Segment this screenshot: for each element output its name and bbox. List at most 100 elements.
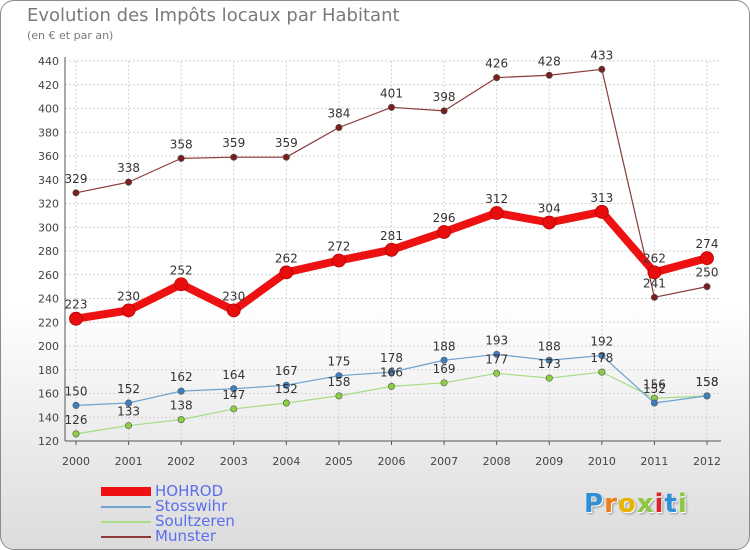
point-hohrod-2004 xyxy=(279,265,294,280)
data-label-stosswihr-2011: 152 xyxy=(643,382,666,396)
data-label-hohrod-2004: 262 xyxy=(275,251,298,265)
legend-label-munster: Munster xyxy=(155,527,217,545)
data-label-stosswihr-2007: 188 xyxy=(433,339,456,353)
x-tick-label-2007: 2007 xyxy=(430,455,458,468)
point-munster-2002 xyxy=(177,154,185,162)
data-label-soultzeren-2007: 169 xyxy=(433,362,456,376)
data-label-munster-2010: 433 xyxy=(590,48,613,62)
point-soultzeren-2003 xyxy=(230,405,238,413)
point-munster-2004 xyxy=(282,153,290,161)
point-soultzeren-2002 xyxy=(177,416,185,424)
data-label-stosswihr-2000: 150 xyxy=(65,384,88,398)
legend-label-stosswihr: Stosswihr xyxy=(155,497,228,515)
y-tick-label-280: 280 xyxy=(38,245,59,258)
y-tick-label-400: 400 xyxy=(38,103,59,116)
x-tick-label-2012: 2012 xyxy=(693,455,721,468)
data-label-stosswihr-2012: 158 xyxy=(696,375,719,389)
data-label-stosswihr-2008: 193 xyxy=(485,333,508,347)
data-label-soultzeren-2000: 126 xyxy=(65,413,88,427)
point-stosswihr-2010 xyxy=(598,351,606,359)
data-label-stosswihr-2005: 175 xyxy=(327,355,350,369)
data-label-soultzeren-2005: 158 xyxy=(327,375,350,389)
data-label-hohrod-2002: 252 xyxy=(170,263,193,277)
x-tick-label-2008: 2008 xyxy=(483,455,511,468)
y-tick-label-300: 300 xyxy=(38,221,59,234)
data-label-hohrod-2003: 230 xyxy=(222,289,245,303)
point-munster-2005 xyxy=(335,124,343,132)
x-tick-label-2010: 2010 xyxy=(588,455,616,468)
point-hohrod-2000 xyxy=(69,311,83,326)
data-label-soultzeren-2011: 156 xyxy=(643,377,666,391)
data-label-stosswihr-2004: 167 xyxy=(275,364,298,378)
data-label-munster-2011: 241 xyxy=(643,276,666,290)
data-label-soultzeren-2002: 138 xyxy=(170,399,193,413)
data-label-stosswihr-2006: 178 xyxy=(380,351,403,365)
data-label-stosswihr-2003: 164 xyxy=(222,368,245,382)
legend-swatch-stosswihr xyxy=(101,506,151,508)
data-label-stosswihr-2009: 188 xyxy=(538,339,561,353)
data-label-soultzeren-2003: 147 xyxy=(222,388,245,402)
data-label-hohrod-2009: 304 xyxy=(538,202,561,216)
logo-letter-6: i xyxy=(677,489,688,519)
y-tick-label-200: 200 xyxy=(38,340,59,353)
data-label-munster-2012: 250 xyxy=(696,266,719,280)
y-tick-label-160: 160 xyxy=(38,388,59,401)
point-stosswihr-2012 xyxy=(703,392,711,400)
point-stosswihr-2007 xyxy=(440,356,448,364)
point-hohrod-2011 xyxy=(647,265,662,280)
point-stosswihr-2009 xyxy=(545,356,553,364)
point-soultzeren-2000 xyxy=(72,430,80,438)
point-munster-2010 xyxy=(598,65,606,73)
y-tick-label-260: 260 xyxy=(38,269,59,282)
data-label-munster-2005: 384 xyxy=(327,107,350,121)
y-tick-label-240: 240 xyxy=(38,293,59,306)
point-soultzeren-2010 xyxy=(598,368,606,376)
chart-title: Evolution des Impôts locaux par Habitant xyxy=(27,5,400,26)
legend-swatch-munster xyxy=(101,536,151,538)
data-label-munster-2006: 401 xyxy=(380,86,403,100)
point-hohrod-2007 xyxy=(437,225,451,239)
point-soultzeren-2009 xyxy=(545,374,553,382)
point-hohrod-2002 xyxy=(174,277,189,292)
data-label-stosswihr-2002: 162 xyxy=(170,370,193,384)
x-tick-label-2009: 2009 xyxy=(535,455,563,468)
data-label-munster-2001: 338 xyxy=(117,161,140,175)
point-stosswihr-2003 xyxy=(230,385,238,393)
logo-letter-1: r xyxy=(604,489,618,519)
point-munster-2007 xyxy=(440,107,448,115)
y-tick-label-440: 440 xyxy=(38,55,59,68)
y-tick-label-360: 360 xyxy=(38,150,59,163)
point-hohrod-2010 xyxy=(594,204,609,219)
data-label-hohrod-2001: 230 xyxy=(117,289,140,303)
point-stosswihr-2002 xyxy=(177,387,185,395)
x-tick-label-2004: 2004 xyxy=(272,455,300,468)
point-munster-2008 xyxy=(493,74,501,82)
x-tick-label-2006: 2006 xyxy=(378,455,406,468)
y-tick-label-220: 220 xyxy=(38,316,59,329)
data-label-hohrod-2007: 296 xyxy=(433,211,456,225)
data-label-soultzeren-2008: 177 xyxy=(485,352,508,366)
data-label-munster-2002: 358 xyxy=(170,137,193,151)
point-munster-2001 xyxy=(125,178,133,186)
data-label-stosswihr-2010: 192 xyxy=(590,335,613,349)
legend-label-hohrod: HOHROD xyxy=(155,482,224,500)
data-label-soultzeren-2009: 173 xyxy=(538,357,561,371)
data-label-hohrod-2012: 274 xyxy=(696,237,719,251)
data-label-soultzeren-2012: 158 xyxy=(696,375,719,389)
y-tick-label-180: 180 xyxy=(38,364,59,377)
point-stosswihr-2000 xyxy=(72,401,80,409)
data-label-hohrod-2010: 313 xyxy=(590,191,613,205)
x-tick-label-2001: 2001 xyxy=(115,455,143,468)
x-tick-label-2003: 2003 xyxy=(220,455,248,468)
y-tick-label-420: 420 xyxy=(38,79,59,92)
legend-label-soultzeren: Soultzeren xyxy=(155,512,235,530)
data-label-soultzeren-2006: 166 xyxy=(380,365,403,379)
logo-letter-5: t xyxy=(664,489,678,519)
point-hohrod-2001 xyxy=(121,303,136,318)
point-munster-2006 xyxy=(387,103,395,111)
x-tick-label-2011: 2011 xyxy=(640,455,668,468)
point-munster-2009 xyxy=(545,71,553,79)
point-hohrod-2006 xyxy=(384,242,399,257)
